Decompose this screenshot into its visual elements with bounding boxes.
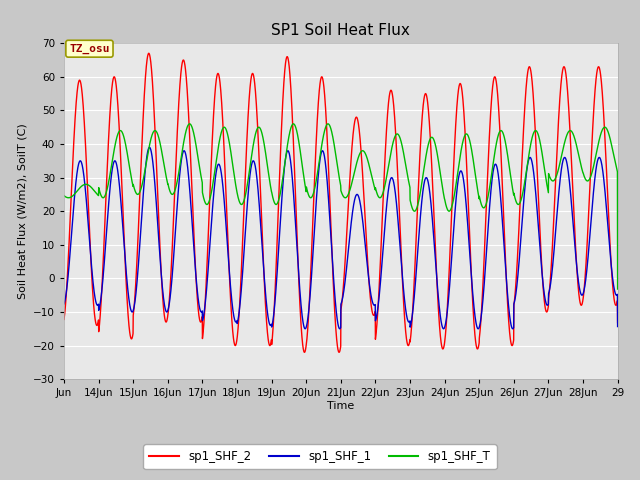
sp1_SHF_T	[324, 121, 332, 127]
sp1_SHF_1	[60, 301, 68, 307]
sp1_SHF_1	[124, 280, 131, 286]
sp1_SHF_1	[614, 324, 621, 329]
sp1_SHF_1	[273, 279, 280, 285]
sp1_SHF_T	[60, 193, 68, 199]
sp1_SHF_1	[296, 296, 304, 301]
sp1_SHF_T	[296, 149, 304, 155]
sp1_SHF_1	[604, 213, 611, 219]
sp1_SHF_2	[145, 50, 152, 56]
sp1_SHF_2	[604, 180, 611, 186]
sp1_SHF_2	[124, 298, 131, 303]
sp1_SHF_1	[156, 257, 164, 263]
sp1_SHF_T	[124, 150, 131, 156]
sp1_SHF_2	[273, 255, 280, 261]
sp1_SHF_2	[156, 249, 164, 255]
sp1_SHF_T	[614, 286, 621, 292]
Y-axis label: Soil Heat Flux (W/m2), SoilT (C): Soil Heat Flux (W/m2), SoilT (C)	[17, 123, 28, 299]
Text: TZ_osu: TZ_osu	[69, 44, 109, 54]
sp1_SHF_T	[273, 202, 280, 207]
Title: SP1 Soil Heat Flux: SP1 Soil Heat Flux	[271, 23, 410, 38]
sp1_SHF_2	[614, 320, 621, 325]
X-axis label: Time: Time	[327, 401, 355, 411]
sp1_SHF_1	[543, 302, 551, 308]
Line: sp1_SHF_2: sp1_SHF_2	[64, 53, 618, 352]
sp1_SHF_T	[603, 126, 611, 132]
sp1_SHF_1	[509, 326, 516, 332]
sp1_SHF_2	[335, 349, 343, 355]
Line: sp1_SHF_1: sp1_SHF_1	[64, 147, 618, 329]
sp1_SHF_2	[60, 316, 68, 322]
sp1_SHF_1	[146, 144, 154, 150]
sp1_SHF_T	[543, 184, 551, 190]
Line: sp1_SHF_T: sp1_SHF_T	[64, 124, 618, 289]
sp1_SHF_T	[156, 140, 164, 145]
sp1_SHF_2	[543, 308, 551, 313]
Legend: sp1_SHF_2, sp1_SHF_1, sp1_SHF_T: sp1_SHF_2, sp1_SHF_1, sp1_SHF_T	[143, 444, 497, 469]
sp1_SHF_2	[296, 312, 304, 318]
